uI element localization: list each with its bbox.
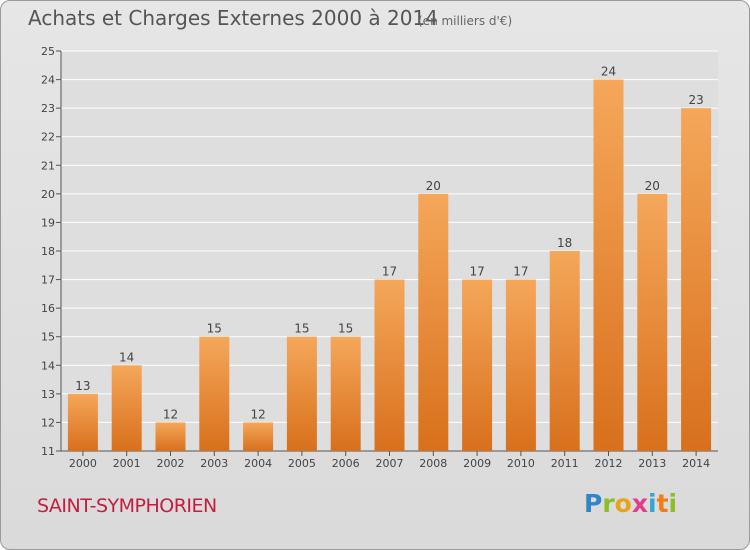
y-tick-label: 14: [41, 359, 55, 372]
chart-title: Achats et Charges Externes 2000 à 2014: [28, 6, 438, 30]
y-tick-label: 15: [41, 331, 55, 344]
bar-value-label: 15: [294, 322, 309, 336]
bar: [681, 108, 712, 452]
x-tick-label: 2000: [69, 457, 97, 470]
bar-value-label: 15: [207, 322, 222, 336]
bar: [418, 193, 449, 451]
brand-letter: i: [668, 489, 678, 518]
bar: [374, 279, 405, 451]
x-tick-label: 2007: [376, 457, 404, 470]
x-tick-label: 2009: [463, 457, 491, 470]
bar-value-label: 17: [469, 265, 484, 279]
bar-value-label: 13: [75, 379, 90, 393]
y-tick-label: 17: [41, 274, 55, 287]
x-tick-label: 2003: [200, 457, 228, 470]
x-tick-label: 2013: [638, 457, 666, 470]
x-tick-label: 2001: [113, 457, 141, 470]
y-tick-label: 12: [41, 416, 55, 429]
bar: [286, 336, 317, 451]
bar-value-label: 15: [338, 322, 353, 336]
x-tick-label: 2014: [682, 457, 710, 470]
bar: [111, 365, 142, 451]
x-tick-label: 2011: [551, 457, 579, 470]
x-tick-label: 2005: [288, 457, 316, 470]
bar-value-label: 12: [163, 407, 178, 421]
bar-value-label: 20: [426, 179, 441, 193]
brand-letter: r: [602, 489, 615, 518]
x-tick-label: 2004: [244, 457, 272, 470]
x-tick-label: 2012: [595, 457, 623, 470]
chart-subtitle: (en milliers d'€): [418, 14, 513, 28]
bar: [462, 279, 493, 451]
x-tick-label: 2010: [507, 457, 535, 470]
y-tick-label: 25: [41, 45, 55, 58]
y-tick-label: 11: [41, 445, 55, 458]
bar-value-label: 12: [250, 407, 265, 421]
bar-value-label: 23: [688, 93, 703, 107]
bar: [593, 79, 624, 452]
y-tick-label: 20: [41, 188, 55, 201]
bar-value-label: 17: [382, 265, 397, 279]
brand-letter: P: [584, 489, 603, 518]
brand-letter: o: [614, 489, 632, 518]
y-tick-label: 16: [41, 302, 55, 315]
bar: [155, 422, 186, 451]
y-tick-label: 19: [41, 216, 55, 229]
bar: [67, 393, 98, 451]
x-tick-label: 2006: [332, 457, 360, 470]
y-tick-label: 24: [41, 74, 55, 87]
brand-letter: t: [656, 489, 669, 518]
bar-value-label: 24: [601, 65, 616, 79]
bar: [243, 422, 274, 451]
brand-letter: i: [648, 489, 657, 518]
y-tick-label: 22: [41, 131, 55, 144]
bar-value-label: 20: [645, 179, 660, 193]
y-tick-label: 21: [41, 159, 55, 172]
plot-area: 11 12 13 14 15 16 17 18 19 20 21 22 23 24 25 13 2000 14 20…: [41, 45, 718, 470]
bar: [637, 193, 668, 451]
bar: [199, 336, 230, 451]
y-tick-label: 23: [41, 102, 55, 115]
brand-letter: x: [631, 489, 648, 518]
bar: [505, 279, 536, 451]
commune-name: SAINT-SYMPHORIEN: [37, 495, 217, 517]
y-tick-label: 13: [41, 388, 55, 401]
bar-value-label: 18: [557, 236, 572, 250]
bar-value-label: 17: [513, 265, 528, 279]
proxiti-logo: Proxiti: [584, 489, 677, 518]
bar: [330, 336, 361, 451]
bar: [549, 251, 580, 451]
y-tick-label: 18: [41, 245, 55, 258]
x-tick-label: 2008: [419, 457, 447, 470]
x-tick-label: 2002: [157, 457, 185, 470]
bar-value-label: 14: [119, 350, 134, 364]
